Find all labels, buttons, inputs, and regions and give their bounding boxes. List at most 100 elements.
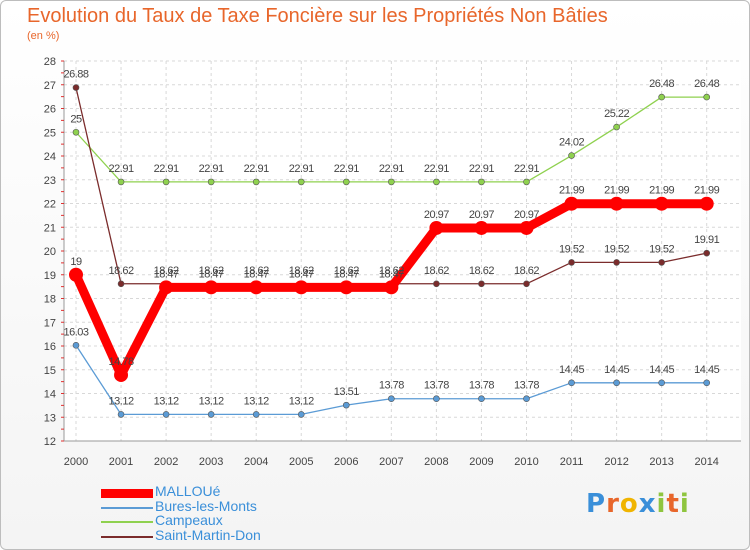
data-label: 18.47 <box>334 268 359 280</box>
data-label: 14.45 <box>559 364 584 376</box>
data-label: 18.62 <box>334 265 359 277</box>
data-label: 13.78 <box>469 380 494 392</box>
y-tick-label: 13 <box>44 412 56 424</box>
data-point <box>519 220 534 235</box>
data-point <box>564 196 579 211</box>
x-tick-label: 2009 <box>469 456 493 468</box>
data-point <box>433 395 440 403</box>
data-label: 21.99 <box>559 185 584 197</box>
data-point <box>114 367 129 382</box>
y-tick-label: 27 <box>44 80 56 92</box>
data-point <box>523 395 530 403</box>
data-point <box>523 178 530 186</box>
data-label: 13.78 <box>424 380 449 392</box>
data-label: 22.91 <box>244 163 269 175</box>
data-point <box>342 178 350 186</box>
y-tick-label: 23 <box>44 175 56 187</box>
data-label: 13.12 <box>199 395 224 407</box>
data-label: 22.91 <box>289 163 314 175</box>
data-label: 26.88 <box>63 69 88 81</box>
x-tick-label: 2003 <box>199 456 223 468</box>
data-label: 25.22 <box>604 108 629 120</box>
data-point <box>69 267 83 282</box>
chart-subtitle: (en %) <box>27 30 60 42</box>
y-tick-label: 20 <box>44 246 56 258</box>
data-label: 22.91 <box>379 163 404 175</box>
data-label: 13.78 <box>379 380 404 392</box>
y-tick-label: 16 <box>44 341 56 353</box>
x-tick-label: 2002 <box>154 456 178 468</box>
data-label: 18.62 <box>154 265 179 277</box>
data-point <box>117 411 125 418</box>
x-tick-label: 2014 <box>694 456 718 468</box>
data-label: 14.78 <box>109 356 134 368</box>
data-point <box>339 280 354 295</box>
data-label: 18.62 <box>244 265 269 277</box>
x-tick-label: 2012 <box>604 456 628 468</box>
data-label: 24.02 <box>559 137 584 149</box>
data-point <box>433 280 440 288</box>
data-label: 19.52 <box>559 243 584 255</box>
data-point <box>703 93 711 101</box>
data-label: 14.45 <box>649 364 674 376</box>
data-point <box>342 401 350 409</box>
data-point <box>568 379 575 387</box>
data-label: 18.62 <box>199 265 224 277</box>
data-point <box>699 196 714 211</box>
x-tick-label: 2006 <box>334 456 358 468</box>
data-point <box>297 411 305 418</box>
data-label: 18.47 <box>199 268 224 280</box>
data-point <box>654 196 669 211</box>
legend-label: Campeaux <box>155 512 223 528</box>
data-label: 14.45 <box>604 364 629 376</box>
data-point <box>658 259 665 266</box>
data-label: 18.62 <box>514 265 539 277</box>
data-point <box>429 220 444 235</box>
y-tick-label: 22 <box>44 199 56 211</box>
x-tick-label: 2010 <box>514 456 538 468</box>
y-tick-label: 26 <box>44 104 56 116</box>
data-point <box>613 259 620 266</box>
data-point <box>388 395 395 403</box>
data-point <box>297 178 305 186</box>
x-tick-label: 2005 <box>289 456 313 468</box>
data-label: 18.47 <box>244 268 269 280</box>
x-tick-label: 2004 <box>244 456 268 468</box>
chart-title: Evolution du Taux de Taxe Foncière sur l… <box>27 5 608 27</box>
data-label: 20.97 <box>469 209 494 221</box>
x-tick-label: 2011 <box>560 456 584 468</box>
data-label: 13.51 <box>334 386 359 398</box>
data-label: 20.97 <box>424 209 449 221</box>
data-label: 25 <box>70 113 82 125</box>
proxiti-logo: Proxiti <box>586 489 690 519</box>
data-point <box>609 196 624 211</box>
data-label: 13.78 <box>514 380 539 392</box>
data-point <box>388 178 395 186</box>
data-label: 18.62 <box>424 265 449 277</box>
data-point <box>658 93 665 101</box>
data-label: 16.03 <box>63 326 88 338</box>
data-label: 21.99 <box>604 185 629 197</box>
data-point <box>72 341 80 349</box>
y-tick-label: 28 <box>44 56 56 68</box>
data-label: 19.91 <box>694 234 719 246</box>
data-point <box>613 379 620 387</box>
data-label: 22.91 <box>514 163 539 175</box>
data-point <box>252 178 260 186</box>
x-tick-label: 2007 <box>379 456 403 468</box>
data-label: 19 <box>70 256 82 268</box>
data-label: 18.62 <box>379 265 404 277</box>
y-tick-label: 21 <box>44 222 56 234</box>
y-tick-label: 18 <box>44 294 56 306</box>
legend-swatch <box>101 521 153 523</box>
legend-swatch <box>101 535 153 538</box>
data-label: 26.48 <box>694 78 719 90</box>
data-label: 18.62 <box>109 265 134 277</box>
y-tick-label: 15 <box>44 365 56 377</box>
data-label: 21.99 <box>694 185 719 197</box>
data-label: 19.52 <box>649 243 674 255</box>
data-label: 26.48 <box>649 78 674 90</box>
legend-swatch <box>101 506 153 509</box>
data-label: 18.62 <box>289 265 314 277</box>
